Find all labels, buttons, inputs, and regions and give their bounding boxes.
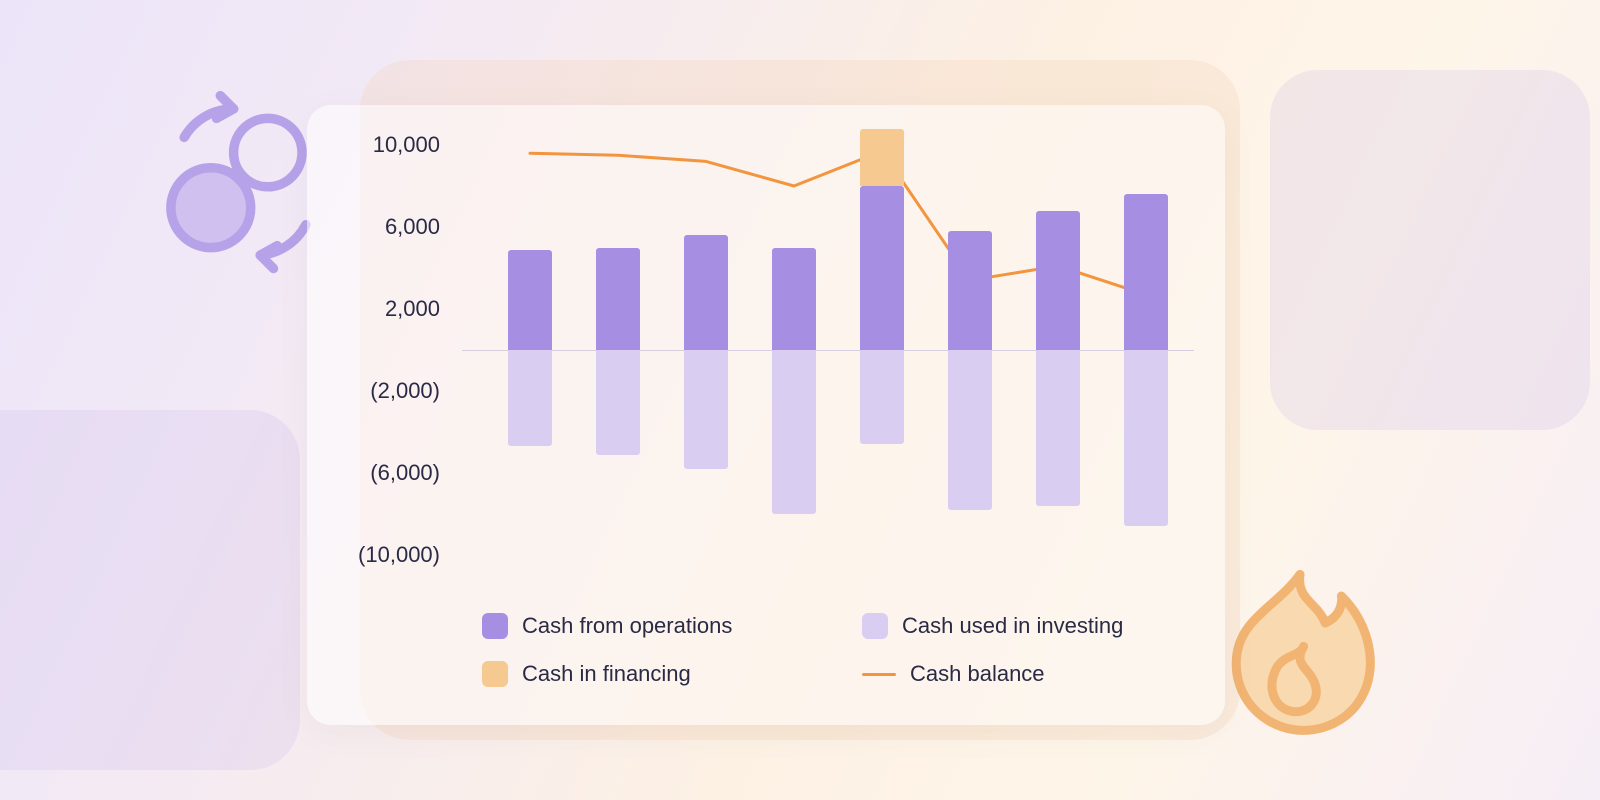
bar-operations [508,250,552,350]
bar-operations [1124,194,1168,350]
legend-label: Cash balance [910,661,1045,687]
legend-swatch [482,613,508,639]
background-panel [0,410,300,770]
bar-operations [948,231,992,350]
legend-swatch [482,661,508,687]
legend: Cash from operations Cash used in investi… [482,613,1202,687]
legend-item-balance: Cash balance [862,661,1202,687]
bar-investing [948,350,992,510]
bar-operations [1036,211,1080,350]
bar-investing [1036,350,1080,506]
background-panel [1270,70,1590,430]
bar-investing [860,350,904,444]
bar-investing [596,350,640,455]
bar-investing [772,350,816,514]
legend-label: Cash in financing [522,661,691,687]
cash-balance-line [462,145,1194,555]
legend-item-investing: Cash used in investing [862,613,1202,639]
y-axis-labels: 10,0006,0002,000(2,000)(6,000)(10,000) [307,145,452,555]
y-tick-label: (10,000) [358,542,440,568]
bar-operations [684,235,728,350]
flame-icon [1210,560,1390,740]
y-tick-label: 6,000 [385,214,440,240]
bar-investing [1124,350,1168,526]
bar-investing [508,350,552,446]
bar-operations [860,186,904,350]
legend-item-financing: Cash in financing [482,661,822,687]
legend-swatch [862,613,888,639]
bar-operations [772,248,816,351]
y-tick-label: (2,000) [370,378,440,404]
y-tick-label: 10,000 [373,132,440,158]
legend-label: Cash from operations [522,613,732,639]
plot-area [462,145,1194,555]
legend-label: Cash used in investing [902,613,1123,639]
y-tick-label: 2,000 [385,296,440,322]
legend-item-operations: Cash from operations [482,613,822,639]
legend-line-swatch [862,673,896,676]
chart-card: 10,000 6,000 2,000 (2,000) (6,000) (10,000) C… [307,105,1225,725]
y-tick-label: (6,000) [370,460,440,486]
bar-operations [596,248,640,351]
bar-investing [684,350,728,469]
bar-financing [860,129,904,186]
